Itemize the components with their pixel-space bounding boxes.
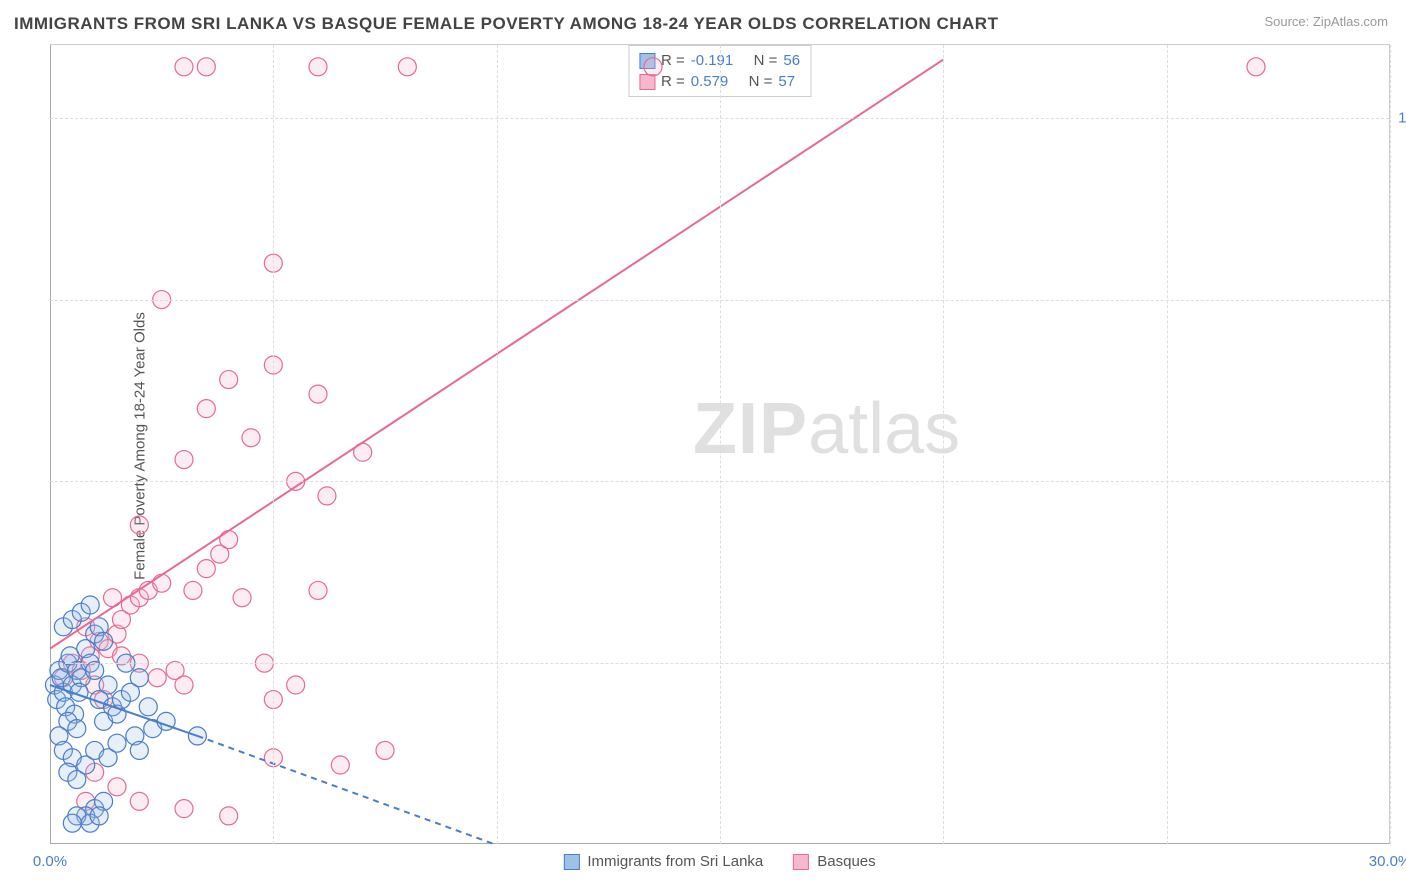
data-point	[68, 720, 86, 738]
source-prefix: Source:	[1264, 14, 1312, 29]
chart-container: IMMIGRANTS FROM SRI LANKA VS BASQUE FEMA…	[0, 0, 1406, 892]
data-point	[197, 58, 215, 76]
legend-label-series2: Basques	[817, 853, 875, 870]
data-point	[398, 58, 416, 76]
chart-title: IMMIGRANTS FROM SRI LANKA VS BASQUE FEMA…	[14, 14, 998, 34]
data-point	[1247, 58, 1265, 76]
data-point	[130, 669, 148, 687]
data-point	[139, 698, 157, 716]
legend-item-series1: Immigrants from Sri Lanka	[563, 853, 763, 870]
data-point	[242, 429, 260, 447]
source-link[interactable]: ZipAtlas.com	[1313, 14, 1388, 29]
gridline-v	[943, 45, 944, 844]
y-tick-label: 75.0%	[1394, 291, 1406, 308]
gridline-v	[720, 45, 721, 844]
gridline-v	[1167, 45, 1168, 844]
data-point	[175, 800, 193, 818]
data-point	[287, 676, 305, 694]
data-point	[184, 581, 202, 599]
data-point	[90, 807, 108, 825]
legend-item-series2: Basques	[793, 853, 875, 870]
data-point	[309, 385, 327, 403]
data-point	[331, 756, 349, 774]
y-tick-label: 25.0%	[1394, 655, 1406, 672]
data-point	[220, 531, 238, 549]
gridline-v	[273, 45, 274, 844]
data-point	[130, 741, 148, 759]
data-point	[63, 814, 81, 832]
y-tick-label: 100.0%	[1394, 109, 1406, 126]
data-point	[81, 596, 99, 614]
legend-swatch-series1-b	[563, 854, 579, 870]
legend-label-series1: Immigrants from Sri Lanka	[587, 853, 763, 870]
data-point	[108, 778, 126, 796]
data-point	[220, 371, 238, 389]
x-tick-label: 0.0%	[33, 853, 67, 870]
data-point	[220, 807, 238, 825]
trend-line-extrapolated	[197, 736, 496, 845]
data-point	[153, 574, 171, 592]
x-tick-label: 30.0%	[1369, 853, 1406, 870]
data-point	[175, 676, 193, 694]
gridline-v	[1390, 45, 1391, 844]
gridline-v	[497, 45, 498, 844]
data-point	[130, 516, 148, 534]
data-point	[309, 58, 327, 76]
source-attribution: Source: ZipAtlas.com	[1264, 14, 1388, 29]
data-point	[108, 734, 126, 752]
data-point	[130, 792, 148, 810]
data-point	[376, 741, 394, 759]
data-point	[318, 487, 336, 505]
data-point	[175, 451, 193, 469]
data-point	[644, 58, 662, 76]
plot-area: ZIPatlas R = -0.191 N = 56 R = 0.579 N =…	[50, 44, 1390, 844]
data-point	[95, 632, 113, 650]
legend-swatch-series2-b	[793, 854, 809, 870]
series-legend: Immigrants from Sri Lanka Basques	[563, 853, 875, 870]
data-point	[197, 400, 215, 418]
data-point	[197, 560, 215, 578]
data-point	[175, 58, 193, 76]
data-point	[148, 669, 166, 687]
data-point	[233, 589, 251, 607]
data-point	[309, 581, 327, 599]
y-tick-label: 50.0%	[1394, 473, 1406, 490]
